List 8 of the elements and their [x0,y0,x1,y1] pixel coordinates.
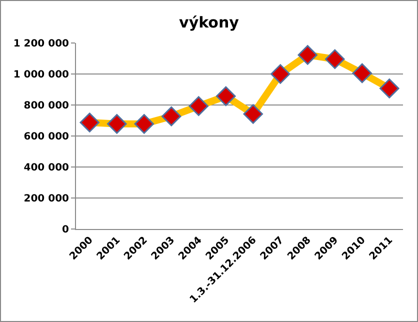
y-tick-label: 400 000 [24,162,70,174]
y-tick-label: 1 200 000 [13,38,70,50]
chart-title: výkony [179,14,240,32]
y-tick-label: 1 000 000 [13,70,70,80]
y-tick-label: 200 000 [24,194,70,204]
y-tick-label: 600 000 [24,132,70,142]
y-tick-label: 0 [62,224,70,236]
y-tick-label: 800 000 [24,100,70,112]
